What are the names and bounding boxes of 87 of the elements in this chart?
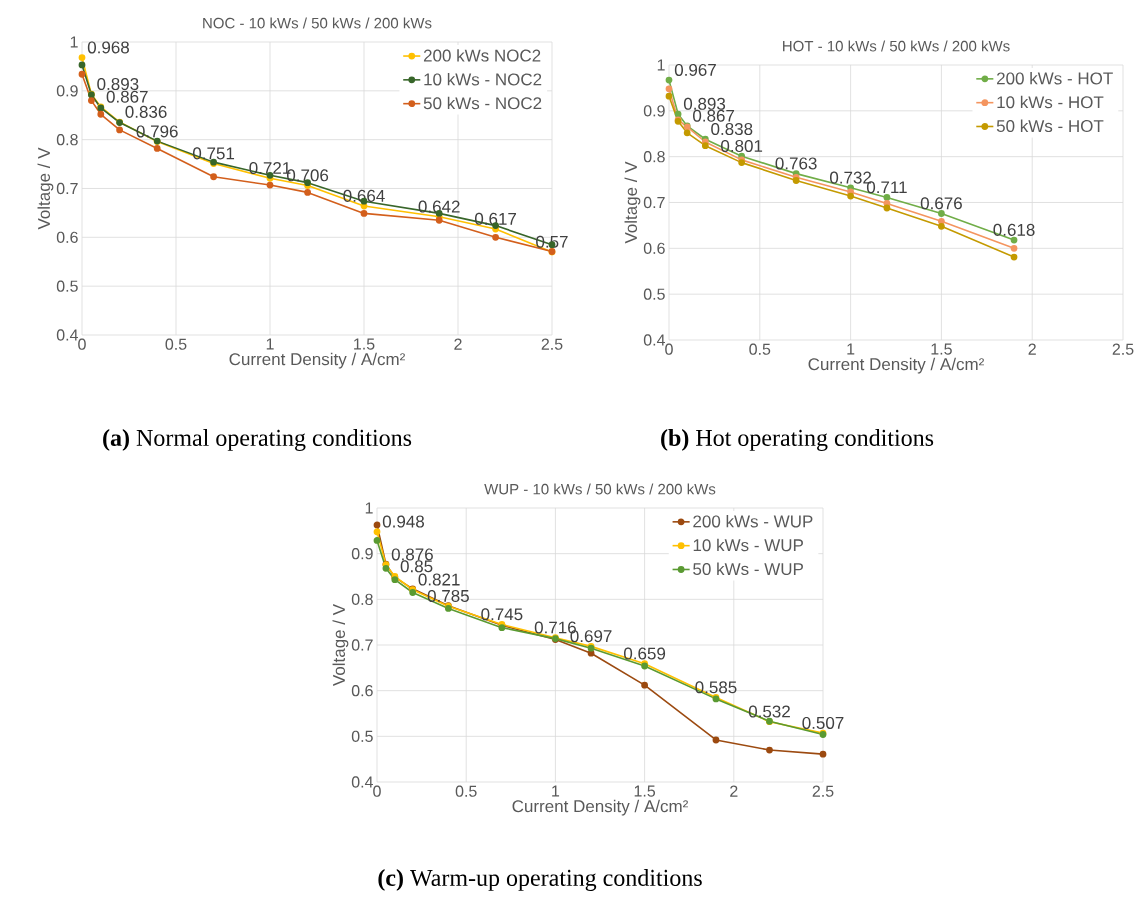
data-label: 0.801 [721, 139, 763, 153]
chart-title: WUP - 10 kWs / 50 kWs / 200 kWs [484, 483, 716, 495]
x-tick-label: 2 [454, 338, 462, 350]
data-label: 0.751 [192, 147, 235, 160]
data-label: 0.763 [775, 157, 817, 170]
data-label: 0.867 [693, 109, 735, 122]
x-tick-label: 2 [1028, 343, 1036, 355]
y-tick-label: 0.4 [351, 776, 373, 788]
x-tick-label: 2.5 [812, 785, 834, 797]
x-tick-label: 0 [665, 343, 673, 355]
y-tick-label: 0.8 [351, 593, 373, 605]
x-axis-title: Current Density / A/cm² [512, 799, 688, 816]
y-tick-label: 0.6 [56, 231, 78, 243]
y-tick-label: 0.9 [56, 85, 78, 97]
x-tick-label: 1 [266, 338, 274, 350]
data-label: 0.838 [711, 123, 753, 136]
y-tick-label: 0.9 [643, 105, 665, 117]
y-tick-label: 0.6 [643, 242, 665, 254]
data-label: 0.618 [993, 223, 1035, 236]
data-label: 0.85 [400, 560, 433, 573]
text: (a) Normal operating conditions [103, 429, 412, 451]
x-tick-label: 2 [730, 785, 738, 797]
data-label: 0.642 [418, 200, 460, 213]
y-tick-label: 1 [365, 502, 373, 514]
data-label: 0.745 [481, 608, 523, 621]
x-axis-title: Current Density / A/cm² [229, 352, 405, 369]
y-axis-title: Voltage / V [624, 161, 641, 244]
legend-label: 10 kWs - WUP [693, 538, 803, 552]
y-tick-label: 0.4 [643, 334, 665, 346]
text: (c) Warm-up operating conditions [378, 869, 702, 891]
legend-label: 50 kWs - WUP [693, 562, 803, 576]
data-label: 0.785 [427, 589, 469, 602]
y-tick-label: 1 [657, 59, 665, 71]
y-tick-label: 0.5 [643, 288, 665, 300]
legend-label: 10 kWs - NOC2 [424, 72, 542, 86]
data-label: 0.876 [391, 548, 433, 561]
y-tick-label: 0.7 [643, 196, 665, 209]
legend-label: 200 kWs - HOT [997, 71, 1113, 85]
y-tick-label: 0.6 [351, 685, 373, 697]
x-tick-label: 1 [847, 343, 855, 355]
legend-label: 50 kWs - NOC2 [423, 96, 542, 110]
chart-title: NOC - 10 kWs / 50 kWs / 200 kWs [203, 17, 432, 29]
x-axis-title: Current Density / A/cm² [808, 357, 984, 374]
legend-label: 10 kWs - HOT [997, 95, 1104, 109]
x-tick-label: 0.5 [749, 343, 771, 355]
data-label: 0.836 [125, 105, 167, 118]
y-tick-label: 0.8 [643, 151, 665, 163]
data-label: 0.948 [382, 515, 425, 528]
x-tick-label: 0 [373, 785, 381, 797]
legend-label: 200 kWs - WUP [693, 514, 813, 528]
x-tick-label: 2.5 [1112, 343, 1134, 355]
y-axis-title: Voltage / V [332, 603, 349, 687]
text: (b) Hot operating conditions [661, 429, 934, 451]
x-tick-label: 0 [78, 338, 86, 350]
x-tick-label: 1.5 [931, 343, 952, 355]
x-tick-label: 1.5 [354, 338, 375, 350]
legend-label: 200 kWs NOC2 [423, 49, 541, 62]
y-tick-label: 0.9 [351, 548, 373, 560]
y-axis-title: Voltage / V [37, 147, 54, 230]
legend-label: 50 kWs - HOT [996, 119, 1104, 133]
y-tick-label: 0.4 [56, 329, 78, 341]
data-label: 0.659 [624, 647, 666, 660]
data-label: 0.821 [418, 573, 460, 586]
x-tick-label: 0.5 [165, 338, 187, 350]
x-tick-label: 1.5 [634, 785, 656, 797]
data-label: 0.617 [474, 212, 517, 225]
data-label: 0.867 [106, 90, 148, 103]
data-label: 0.968 [87, 41, 130, 54]
y-tick-label: 0.5 [351, 730, 373, 742]
data-label: 0.585 [695, 681, 737, 694]
data-label: 0.532 [748, 705, 790, 718]
data-label: 0.893 [97, 78, 139, 91]
x-tick-label: 0.5 [455, 785, 477, 797]
data-label: 0.664 [343, 189, 385, 202]
data-label: 0.893 [683, 97, 726, 110]
y-tick-label: 0.5 [56, 280, 78, 292]
y-tick-label: 0.8 [56, 134, 78, 146]
x-tick-label: 1 [552, 785, 560, 797]
data-label: 0.796 [136, 125, 178, 138]
chart-title: HOT - 10 kWs / 50 kWs / 200 kWs [783, 40, 1010, 52]
y-tick-label: 0.7 [351, 639, 373, 651]
y-tick-label: 1 [70, 36, 78, 48]
data-label: 0.967 [674, 63, 716, 76]
y-tick-label: 0.7 [56, 182, 78, 195]
x-tick-label: 2.5 [541, 338, 563, 350]
data-label: 0.507 [802, 716, 844, 729]
data-label: 0.676 [920, 197, 962, 210]
